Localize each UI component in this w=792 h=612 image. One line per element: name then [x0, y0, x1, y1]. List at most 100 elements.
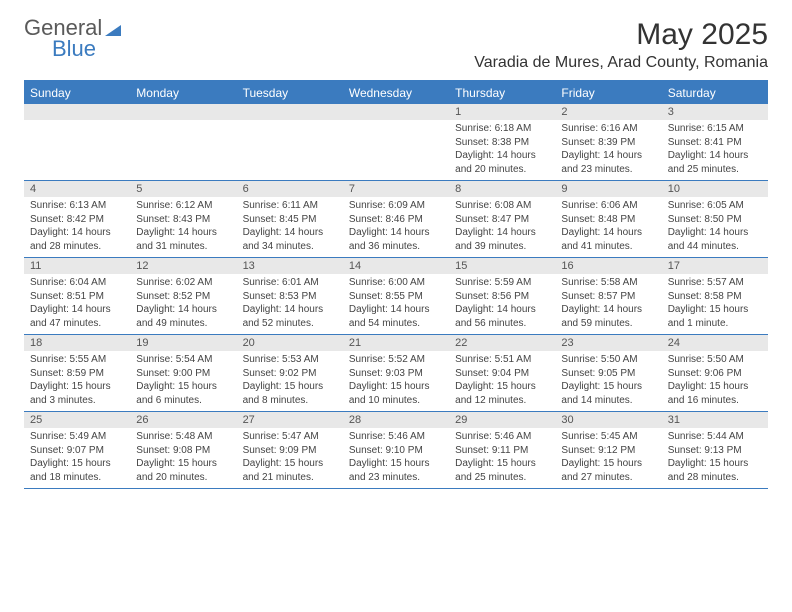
daynum-bar-empty [343, 104, 449, 120]
daylight-text: Daylight: 15 hours and 23 minutes. [349, 457, 443, 484]
day-cell: 27Sunrise: 5:47 AMSunset: 9:09 PMDayligh… [237, 412, 343, 488]
day-cell: 1Sunrise: 6:18 AMSunset: 8:38 PMDaylight… [449, 104, 555, 180]
day-number: 10 [662, 181, 768, 197]
sunrise-text: Sunrise: 5:46 AM [349, 430, 443, 444]
sunset-text: Sunset: 9:09 PM [243, 444, 337, 458]
day-header-fri: Friday [555, 82, 661, 104]
day-number: 13 [237, 258, 343, 274]
daylight-text: Daylight: 15 hours and 8 minutes. [243, 380, 337, 407]
daylight-text: Daylight: 15 hours and 10 minutes. [349, 380, 443, 407]
sunset-text: Sunset: 8:45 PM [243, 213, 337, 227]
day-body: Sunrise: 5:45 AMSunset: 9:12 PMDaylight:… [555, 428, 661, 488]
sunset-text: Sunset: 9:12 PM [561, 444, 655, 458]
day-number: 18 [24, 335, 130, 351]
daylight-text: Daylight: 15 hours and 27 minutes. [561, 457, 655, 484]
day-number: 21 [343, 335, 449, 351]
sunrise-text: Sunrise: 5:48 AM [136, 430, 230, 444]
day-body: Sunrise: 5:55 AMSunset: 8:59 PMDaylight:… [24, 351, 130, 411]
daylight-text: Daylight: 15 hours and 20 minutes. [136, 457, 230, 484]
sunset-text: Sunset: 8:39 PM [561, 136, 655, 150]
calendar-page: GeneralBlue May 2025 Varadia de Mures, A… [0, 0, 792, 507]
logo-text-2: Blue [24, 36, 96, 61]
sunrise-text: Sunrise: 5:50 AM [668, 353, 762, 367]
sunset-text: Sunset: 9:08 PM [136, 444, 230, 458]
day-cell: 25Sunrise: 5:49 AMSunset: 9:07 PMDayligh… [24, 412, 130, 488]
day-cell: 19Sunrise: 5:54 AMSunset: 9:00 PMDayligh… [130, 335, 236, 411]
day-cell: 14Sunrise: 6:00 AMSunset: 8:55 PMDayligh… [343, 258, 449, 334]
daynum-bar-empty [24, 104, 130, 120]
day-number: 6 [237, 181, 343, 197]
day-body: Sunrise: 6:04 AMSunset: 8:51 PMDaylight:… [24, 274, 130, 334]
day-cell: 6Sunrise: 6:11 AMSunset: 8:45 PMDaylight… [237, 181, 343, 257]
day-number: 17 [662, 258, 768, 274]
day-cell: 23Sunrise: 5:50 AMSunset: 9:05 PMDayligh… [555, 335, 661, 411]
sunrise-text: Sunrise: 5:49 AM [30, 430, 124, 444]
sunset-text: Sunset: 8:50 PM [668, 213, 762, 227]
daylight-text: Daylight: 14 hours and 23 minutes. [561, 149, 655, 176]
day-number: 2 [555, 104, 661, 120]
daylight-text: Daylight: 15 hours and 28 minutes. [668, 457, 762, 484]
day-cell: 2 Sunrise: 6:16 AMSunset: 8:39 PMDaylight… [555, 104, 661, 180]
sunset-text: Sunset: 8:47 PM [455, 213, 549, 227]
day-cell: 17Sunrise: 5:57 AMSunset: 8:58 PMDayligh… [662, 258, 768, 334]
header: GeneralBlue May 2025 Varadia de Mures, A… [24, 18, 768, 72]
calendar: Sunday Monday Tuesday Wednesday Thursday… [24, 80, 768, 489]
day-body: Sunrise: 6:02 AMSunset: 8:52 PMDaylight:… [130, 274, 236, 334]
day-body: Sunrise: 6:11 AMSunset: 8:45 PMDaylight:… [237, 197, 343, 257]
day-cell: 7Sunrise: 6:09 AMSunset: 8:46 PMDaylight… [343, 181, 449, 257]
day-body: Sunrise: 6:18 AMSunset: 8:38 PMDaylight:… [449, 120, 555, 180]
daylight-text: Daylight: 15 hours and 6 minutes. [136, 380, 230, 407]
daylight-text: Daylight: 14 hours and 25 minutes. [668, 149, 762, 176]
location-text: Varadia de Mures, Arad County, Romania [474, 54, 768, 72]
daylight-text: Daylight: 15 hours and 25 minutes. [455, 457, 549, 484]
sunset-text: Sunset: 9:06 PM [668, 367, 762, 381]
day-number: 22 [449, 335, 555, 351]
day-cell: 13Sunrise: 6:01 AMSunset: 8:53 PMDayligh… [237, 258, 343, 334]
sunset-text: Sunset: 9:05 PM [561, 367, 655, 381]
sunset-text: Sunset: 8:51 PM [30, 290, 124, 304]
sunrise-text: Sunrise: 6:16 AM [561, 122, 655, 136]
day-number: 15 [449, 258, 555, 274]
daynum-bar-empty [130, 104, 236, 120]
day-body: Sunrise: 5:52 AMSunset: 9:03 PMDaylight:… [343, 351, 449, 411]
daylight-text: Daylight: 14 hours and 31 minutes. [136, 226, 230, 253]
day-header-wed: Wednesday [343, 82, 449, 104]
daylight-text: Daylight: 14 hours and 34 minutes. [243, 226, 337, 253]
sunrise-text: Sunrise: 6:05 AM [668, 199, 762, 213]
daylight-text: Daylight: 15 hours and 3 minutes. [30, 380, 124, 407]
sunrise-text: Sunrise: 5:58 AM [561, 276, 655, 290]
sunrise-text: Sunrise: 6:11 AM [243, 199, 337, 213]
day-cell: 31Sunrise: 5:44 AMSunset: 9:13 PMDayligh… [662, 412, 768, 488]
daylight-text: Daylight: 14 hours and 52 minutes. [243, 303, 337, 330]
weeks-container: 1Sunrise: 6:18 AMSunset: 8:38 PMDaylight… [24, 104, 768, 489]
day-header-sun: Sunday [24, 82, 130, 104]
sunrise-text: Sunrise: 5:57 AM [668, 276, 762, 290]
daylight-text: Daylight: 14 hours and 56 minutes. [455, 303, 549, 330]
sunrise-text: Sunrise: 5:53 AM [243, 353, 337, 367]
day-number: 29 [449, 412, 555, 428]
day-body: Sunrise: 5:53 AMSunset: 9:02 PMDaylight:… [237, 351, 343, 411]
day-number: 4 [24, 181, 130, 197]
daylight-text: Daylight: 15 hours and 14 minutes. [561, 380, 655, 407]
page-title: May 2025 [474, 18, 768, 52]
day-cell: 28Sunrise: 5:46 AMSunset: 9:10 PMDayligh… [343, 412, 449, 488]
day-cell: 15Sunrise: 5:59 AMSunset: 8:56 PMDayligh… [449, 258, 555, 334]
sunset-text: Sunset: 8:59 PM [30, 367, 124, 381]
day-number: 11 [24, 258, 130, 274]
daylight-text: Daylight: 14 hours and 44 minutes. [668, 226, 762, 253]
daylight-text: Daylight: 15 hours and 1 minute. [668, 303, 762, 330]
sunrise-text: Sunrise: 5:50 AM [561, 353, 655, 367]
title-block: May 2025 Varadia de Mures, Arad County, … [474, 18, 768, 72]
sunrise-text: Sunrise: 6:18 AM [455, 122, 549, 136]
day-body: Sunrise: 5:49 AMSunset: 9:07 PMDaylight:… [24, 428, 130, 488]
sunrise-text: Sunrise: 5:45 AM [561, 430, 655, 444]
sunrise-text: Sunrise: 5:46 AM [455, 430, 549, 444]
day-number: 12 [130, 258, 236, 274]
day-body: Sunrise: 5:44 AMSunset: 9:13 PMDaylight:… [662, 428, 768, 488]
sunrise-text: Sunrise: 6:02 AM [136, 276, 230, 290]
daylight-text: Daylight: 15 hours and 16 minutes. [668, 380, 762, 407]
daylight-text: Daylight: 14 hours and 49 minutes. [136, 303, 230, 330]
day-number: 5 [130, 181, 236, 197]
sunrise-text: Sunrise: 6:09 AM [349, 199, 443, 213]
day-body: Sunrise: 6:06 AMSunset: 8:48 PMDaylight:… [555, 197, 661, 257]
